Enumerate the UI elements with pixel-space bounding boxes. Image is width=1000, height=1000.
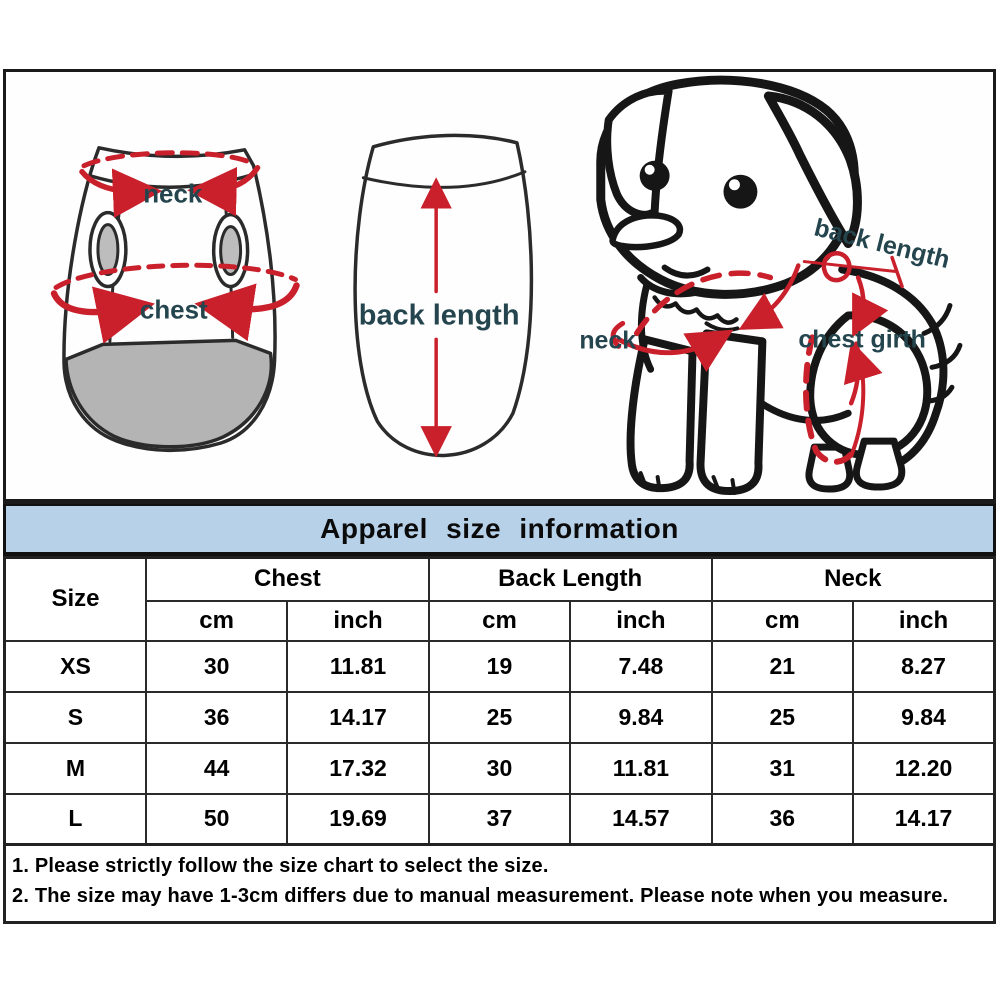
table-row-s: S 36 14.17 25 9.84 25 9.84 (3, 690, 996, 744)
dog-neck-label: neck (579, 326, 636, 354)
neck-cm: 31 (710, 741, 855, 795)
chest-cm: 50 (144, 792, 289, 846)
unit-back-cm: cm (427, 599, 572, 642)
note-1: 1. Please strictly follow the size chart… (12, 855, 549, 877)
back-inch: 14.57 (569, 792, 713, 846)
size-label: L (3, 792, 147, 846)
neck-cm: 21 (710, 639, 855, 693)
neck-inch: 12.20 (852, 741, 996, 795)
neck-cm: 36 (710, 792, 855, 846)
back-inch: 7.48 (569, 639, 713, 693)
unit-neck-inch: inch (852, 599, 996, 642)
back-inch: 11.81 (569, 741, 713, 795)
garment-back-view (353, 133, 534, 458)
table-group-header-row: Size Chest Back Length Neck (3, 556, 996, 642)
unit-back-inch: inch (569, 599, 713, 642)
table-row-m: M 44 17.32 30 11.81 31 12.20 (3, 741, 996, 795)
illustration-canvas: neck chest back length (50, 75, 963, 496)
chest-cm: 36 (144, 690, 289, 744)
table-row-xs: XS 30 11.81 19 7.48 21 8.27 (3, 639, 996, 693)
neck-cm: 25 (710, 690, 855, 744)
front-neck-label: neck (143, 181, 203, 209)
size-notes: 1. Please strictly follow the size chart… (3, 846, 996, 924)
chest-inch: 19.69 (286, 792, 430, 846)
back-cm: 30 (427, 741, 572, 795)
front-chest-measure (50, 262, 300, 344)
back-view-length-label: back length (359, 299, 520, 331)
chest-inch: 14.17 (286, 690, 430, 744)
measurement-illustrations: neck chest back length (3, 69, 996, 504)
neck-inch: 9.84 (852, 690, 996, 744)
dog-illustration (596, 75, 963, 496)
table-unit-header-row: cm inch cm inch cm inch (5, 599, 996, 642)
unit-chest-inch: inch (286, 599, 430, 642)
size-guide-sheet: neck chest back length (3, 69, 996, 924)
unit-chest-cm: cm (144, 599, 289, 642)
size-label: M (3, 741, 147, 795)
col-header-size: Size (3, 556, 147, 642)
back-cm: 37 (427, 792, 572, 846)
chest-inch: 17.32 (286, 741, 430, 795)
back-cm: 19 (427, 639, 572, 693)
chest-cm: 44 (144, 741, 289, 795)
back-inch: 9.84 (569, 690, 713, 744)
neck-inch: 8.27 (852, 639, 996, 693)
chest-cm: 30 (144, 639, 289, 693)
col-header-chest: Chest (144, 556, 430, 602)
table-title: Apparel size information (320, 513, 679, 544)
table-title-bar: Apparel size information (3, 504, 996, 556)
size-label: XS (3, 639, 147, 693)
chest-inch: 11.81 (286, 639, 430, 693)
neck-inch: 14.17 (852, 792, 996, 846)
table-row-l: L 50 19.69 37 14.57 36 14.17 (3, 792, 996, 846)
dog-chest-girth-label: chest girth (798, 325, 925, 353)
note-2: 2. The size may have 1-3cm differs due t… (12, 885, 949, 907)
size-label: S (3, 690, 147, 744)
size-table: Size Chest Back Length Neck cm inch cm i… (3, 556, 996, 846)
unit-neck-cm: cm (710, 599, 855, 642)
col-header-neck: Neck (710, 556, 996, 602)
dog-measure-annotations (610, 251, 904, 465)
back-cm: 25 (427, 690, 572, 744)
front-chest-label: chest (140, 296, 208, 324)
front-neck-measure (79, 150, 261, 218)
col-header-back-length: Back Length (427, 556, 713, 602)
